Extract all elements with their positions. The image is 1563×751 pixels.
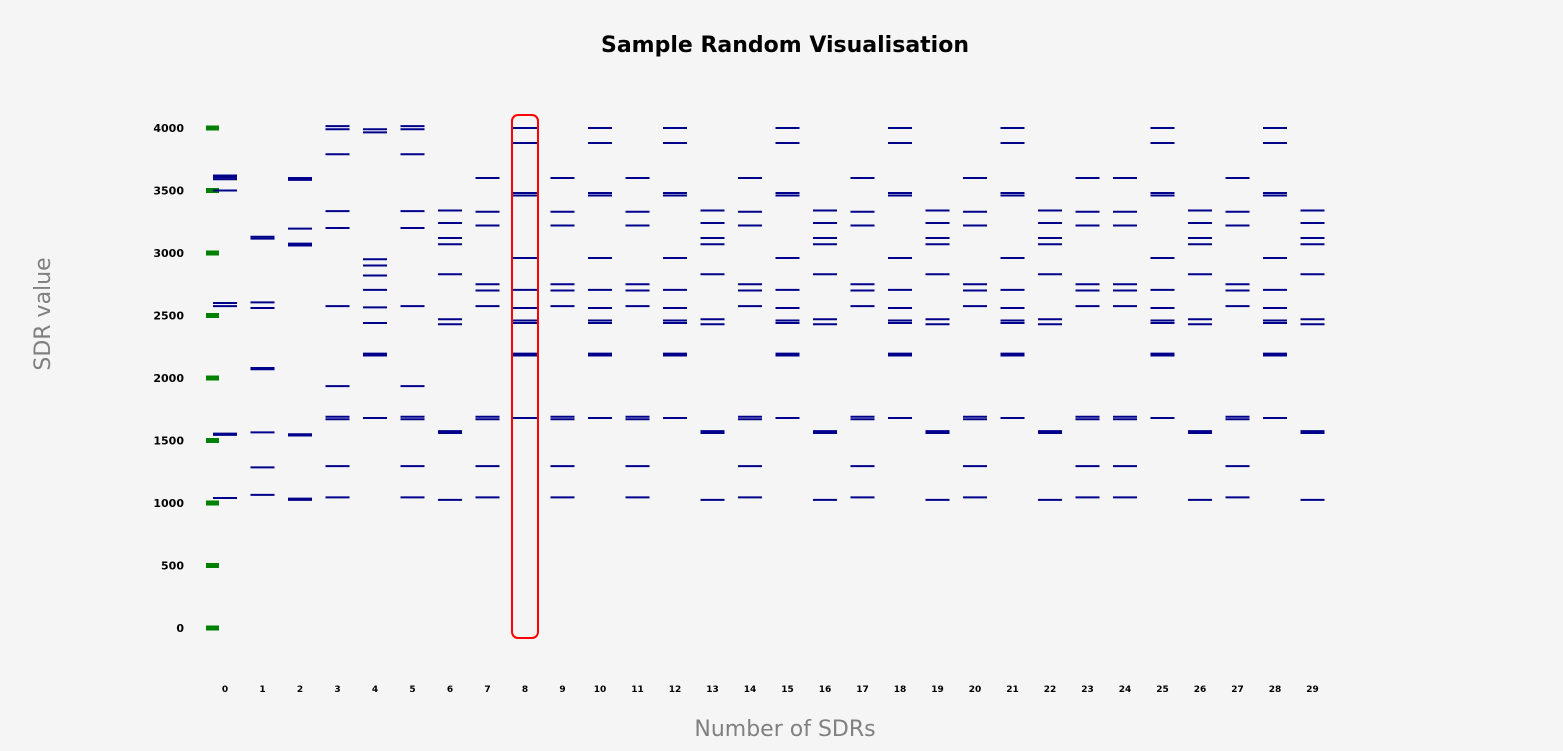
x-tick-label: 10	[594, 685, 607, 695]
x-tick-label: 0	[222, 685, 228, 695]
x-tick-label: 20	[969, 685, 982, 695]
x-tick-label: 14	[744, 685, 757, 695]
x-tick-label: 2	[297, 685, 303, 695]
sdr-marks	[213, 125, 1325, 501]
y-tick-label: 2000	[153, 372, 184, 385]
x-tick-label: 23	[1081, 685, 1094, 695]
y-tick-mark	[206, 313, 219, 318]
x-tick-label: 24	[1119, 685, 1132, 695]
x-axis-ticks: 0 1 2 3 4 5 6 7 8 9 10 11 12 13 14 15 16 17 18 19 20 21 22 23 24…	[222, 685, 1319, 695]
x-tick-label: 11	[631, 685, 644, 695]
x-tick-label: 6	[447, 685, 453, 695]
x-tick-label: 28	[1269, 685, 1282, 695]
y-tick-mark	[206, 563, 219, 568]
x-tick-label: 22	[1044, 685, 1057, 695]
y-tick-mark	[206, 375, 219, 381]
x-tick-label: 19	[931, 685, 944, 695]
y-tick-label: 3000	[153, 247, 184, 260]
x-tick-label: 29	[1306, 685, 1319, 695]
y-tick-mark	[206, 500, 219, 506]
y-axis-ticks: 0 500 1000 1500 2000 2500 3000 3500 4000	[153, 122, 219, 635]
x-axis-label: Number of SDRs	[694, 717, 875, 742]
y-tick-label: 4000	[153, 122, 184, 135]
x-tick-label: 8	[522, 685, 528, 695]
x-tick-label: 16	[819, 685, 832, 695]
x-tick-label: 15	[781, 685, 794, 695]
y-tick-mark	[206, 438, 219, 443]
x-tick-label: 17	[856, 685, 869, 695]
highlight-layer	[511, 114, 539, 639]
y-tick-label: 1000	[153, 497, 184, 510]
y-tick-mark	[206, 188, 219, 193]
x-tick-label: 1	[259, 685, 265, 695]
x-tick-label: 18	[894, 685, 907, 695]
x-tick-label: 13	[706, 685, 719, 695]
y-tick-label: 500	[161, 560, 184, 573]
x-tick-label: 12	[669, 685, 682, 695]
y-tick-mark	[206, 125, 219, 131]
x-tick-label: 27	[1231, 685, 1244, 695]
x-tick-label: 3	[334, 685, 340, 695]
x-tick-label: 4	[372, 685, 378, 695]
y-tick-label: 2500	[153, 310, 184, 323]
x-tick-label: 9	[559, 685, 565, 695]
y-tick-label: 0	[176, 622, 184, 635]
y-tick-mark	[206, 625, 219, 631]
highlight-box[interactable]	[511, 114, 539, 639]
x-tick-label: 21	[1006, 685, 1019, 695]
y-tick-label: 3500	[153, 185, 184, 198]
y-axis-label: SDR value	[31, 257, 56, 370]
chart-title: Sample Random Visualisation	[601, 33, 969, 58]
x-tick-label: 25	[1156, 685, 1169, 695]
x-tick-label: 26	[1194, 685, 1207, 695]
y-tick-label: 1500	[153, 435, 184, 448]
y-tick-mark	[206, 250, 219, 256]
x-tick-label: 7	[484, 685, 490, 695]
x-tick-label: 5	[409, 685, 415, 695]
